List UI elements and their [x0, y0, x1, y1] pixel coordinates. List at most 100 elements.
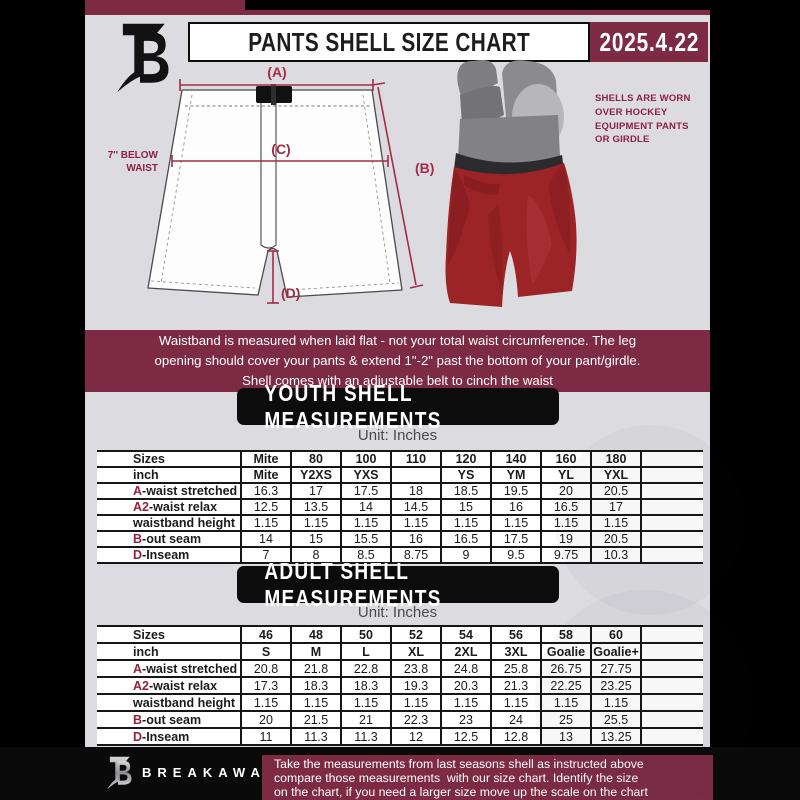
table-cell: 17	[290, 482, 342, 500]
table-row: D-Inseam 11 11.3 11.3 12 12.5 12.8 13 13.25	[97, 727, 703, 746]
table-filler-cell	[640, 546, 703, 564]
shell-note-line: SHELLS ARE WORN	[595, 93, 691, 104]
table-cell: 21	[340, 710, 392, 729]
table-cell: 21.5	[290, 710, 342, 729]
youth-size-table: Sizes Mite 80 100 110 120 140 160 180 inch Mite Y2X…	[97, 450, 703, 564]
row-label: waistband height	[97, 693, 242, 712]
table-cell: Goalie+	[590, 642, 642, 661]
shell-note-line: OVER HOCKEY	[595, 106, 668, 118]
shell-measurement-diagram: (A) (B) (C) (D) 7'' BELOW WAIST	[108, 64, 434, 304]
table-cell: 14	[240, 530, 292, 548]
table-cell: 15.5	[340, 530, 392, 548]
table-filler-cell	[640, 710, 703, 729]
table-cell: Goalie	[540, 642, 592, 661]
row-label: A2-waist relax	[97, 498, 242, 516]
table-cell: 25.5	[590, 710, 642, 729]
table-cell: 1.15	[440, 693, 492, 712]
table-cell: 11.3	[340, 727, 392, 746]
table-cell: 8	[290, 546, 342, 564]
diagram-label-d: (D)	[281, 285, 300, 301]
table-cell: 18	[390, 482, 442, 500]
row-label: Sizes	[97, 625, 242, 644]
table-cell: 1.15	[590, 514, 642, 532]
table-cell: 26.75	[540, 659, 592, 678]
table-cell: 23	[440, 710, 492, 729]
table-filler-cell	[640, 659, 703, 678]
table-cell: Mite	[240, 466, 292, 484]
breakaway-logo-icon	[107, 756, 132, 790]
table-cell: 19.5	[490, 482, 542, 500]
table-cell: 20.3	[440, 676, 492, 695]
table-cell: 18.5	[440, 482, 492, 500]
table-cell: 14.5	[390, 498, 442, 516]
table-filler-cell	[640, 530, 703, 548]
row-label: A-waist stretched	[97, 659, 242, 678]
diagram-label-a: (A)	[267, 64, 286, 80]
table-cell: 1.15	[340, 514, 392, 532]
table-cell: 13.5	[290, 498, 342, 516]
table-row: B-out seam 20 21.5 21 22.3 23 24 25 25.5	[97, 710, 703, 729]
adult-section-banner: ADULT SHELL MEASUREMENTS	[237, 558, 559, 611]
table-cell: 19.3	[390, 676, 442, 695]
table-cell: 54	[440, 625, 492, 644]
table-cell: 48	[290, 625, 342, 644]
table-cell: 22.3	[390, 710, 442, 729]
table-cell: YS	[440, 466, 492, 484]
table-row: A-waist stretched 20.8 21.8 22.8 23.8 24.8 25.…	[97, 659, 703, 678]
table-row: waistband height 1.15 1.15 1.15 1.15 1.15 1.15…	[97, 514, 703, 532]
table-cell: 23.8	[390, 659, 442, 678]
table-row: waistband height 1.15 1.15 1.15 1.15 1.15 1.15…	[97, 693, 703, 712]
below-waist-label-2: WAIST	[126, 163, 158, 174]
table-cell: 17.5	[340, 482, 392, 500]
table-cell: M	[290, 642, 342, 661]
table-cell: Mite	[240, 450, 292, 468]
table-row: A2-waist relax 17.3 18.3 18.3 19.3 20.3 21.3 22…	[97, 676, 703, 695]
footer-line: compare those measurements with our size…	[274, 770, 639, 785]
info-line: Waistband is measured when laid flat - n…	[158, 333, 637, 349]
table-cell: 1.15	[490, 693, 542, 712]
table-row: inch S M L XL 2XL 3XL Goalie Goalie+	[97, 642, 703, 661]
table-row: Sizes 46 48 50 52 54 56 58 60	[97, 625, 703, 644]
table-cell: YL	[540, 466, 592, 484]
table-cell: 1.15	[490, 514, 542, 532]
table-cell: 1.15	[590, 693, 642, 712]
table-cell: 1.15	[340, 693, 392, 712]
table-cell: 24	[490, 710, 542, 729]
row-label: B-out seam	[97, 710, 242, 729]
row-label: D-Inseam	[97, 546, 242, 564]
table-cell: 140	[490, 450, 542, 468]
table-cell: 22.25	[540, 676, 592, 695]
table-cell: 80	[290, 450, 342, 468]
table-cell: 25	[540, 710, 592, 729]
table-row: A-waist stretched 16.3 17 17.5 18 18.5 19.5 20 2…	[97, 482, 703, 500]
table-cell: 12.5	[240, 498, 292, 516]
table-filler-cell	[640, 676, 703, 695]
date-badge: 2025.4.22	[590, 22, 708, 62]
table-cell: 16.5	[440, 530, 492, 548]
table-row: B-out seam 14 15 15.5 16 16.5 17.5 19 20.5	[97, 530, 703, 548]
table-filler-cell	[640, 482, 703, 500]
table-cell: Y2XS	[290, 466, 342, 484]
table-cell: 58	[540, 625, 592, 644]
page-title-box: PANTS SHELL SIZE CHART	[188, 22, 590, 62]
youth-heading: YOUTH SHELL MEASUREMENTS	[264, 379, 442, 433]
row-label: waistband height	[97, 514, 242, 532]
table-cell: 160	[540, 450, 592, 468]
page-footer: BREAKAWAY Take the measurements from las…	[0, 747, 800, 800]
table-cell: 16	[390, 530, 442, 548]
row-label: D-Inseam	[97, 727, 242, 746]
table-cell: 1.15	[440, 514, 492, 532]
table-row: D-Inseam 7 8 8.5 8.75 9 9.5 9.75 10.3	[97, 546, 703, 564]
table-cell: 15	[290, 530, 342, 548]
table-cell: 13.25	[590, 727, 642, 746]
table-cell: 1.15	[390, 514, 442, 532]
table-cell: 2XL	[440, 642, 492, 661]
shell-note: SHELLS ARE WORN OVER HOCKEY EQUIPMENT PA…	[595, 92, 710, 147]
table-cell: 18.3	[290, 676, 342, 695]
table-row: Sizes Mite 80 100 110 120 140 160 180	[97, 450, 703, 468]
table-cell: YXS	[340, 466, 392, 484]
table-filler-cell	[640, 642, 703, 661]
table-cell: YM	[490, 466, 542, 484]
top-accent-strip	[85, 10, 710, 15]
table-filler-cell	[640, 693, 703, 712]
